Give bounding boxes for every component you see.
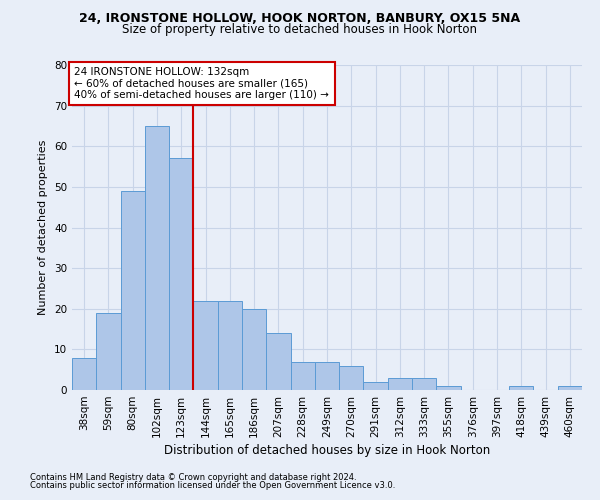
- Bar: [290, 362, 315, 390]
- Bar: [121, 191, 145, 390]
- Bar: [72, 358, 96, 390]
- Bar: [509, 386, 533, 390]
- Bar: [218, 300, 242, 390]
- Bar: [364, 382, 388, 390]
- Bar: [169, 158, 193, 390]
- Text: Contains HM Land Registry data © Crown copyright and database right 2024.: Contains HM Land Registry data © Crown c…: [30, 474, 356, 482]
- X-axis label: Distribution of detached houses by size in Hook Norton: Distribution of detached houses by size …: [164, 444, 490, 457]
- Bar: [315, 362, 339, 390]
- Bar: [436, 386, 461, 390]
- Y-axis label: Number of detached properties: Number of detached properties: [38, 140, 49, 315]
- Bar: [388, 378, 412, 390]
- Text: Size of property relative to detached houses in Hook Norton: Size of property relative to detached ho…: [122, 22, 478, 36]
- Bar: [412, 378, 436, 390]
- Bar: [339, 366, 364, 390]
- Bar: [242, 308, 266, 390]
- Bar: [193, 300, 218, 390]
- Bar: [145, 126, 169, 390]
- Text: Contains public sector information licensed under the Open Government Licence v3: Contains public sector information licen…: [30, 481, 395, 490]
- Bar: [266, 333, 290, 390]
- Text: 24 IRONSTONE HOLLOW: 132sqm
← 60% of detached houses are smaller (165)
40% of se: 24 IRONSTONE HOLLOW: 132sqm ← 60% of det…: [74, 67, 329, 100]
- Bar: [96, 313, 121, 390]
- Bar: [558, 386, 582, 390]
- Text: 24, IRONSTONE HOLLOW, HOOK NORTON, BANBURY, OX15 5NA: 24, IRONSTONE HOLLOW, HOOK NORTON, BANBU…: [79, 12, 521, 26]
